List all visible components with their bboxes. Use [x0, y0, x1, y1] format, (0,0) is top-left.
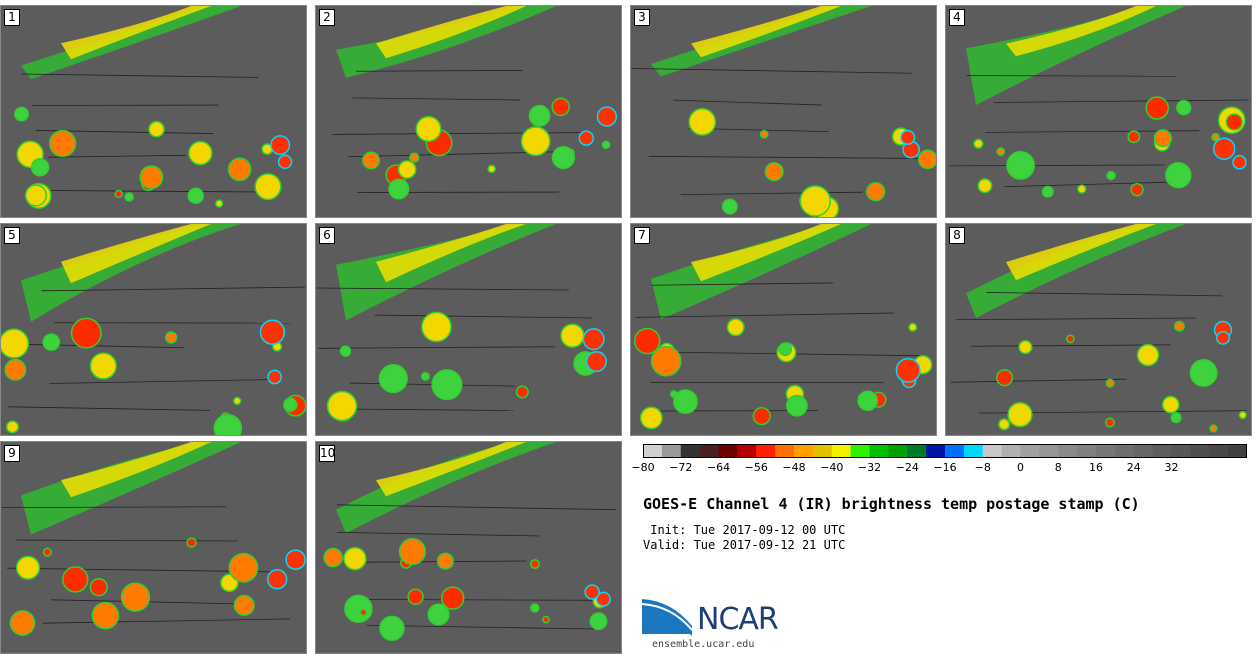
colorbar-segment [1172, 444, 1191, 458]
colorbar-segment [1039, 444, 1058, 458]
colorbar-segment [1077, 444, 1096, 458]
ir-map-image [316, 224, 621, 435]
satellite-panel: 7 [630, 223, 937, 436]
colorbar-segment [775, 444, 794, 458]
colorbar-segment [700, 444, 719, 458]
colorbar-segment [1002, 444, 1021, 458]
colorbar-segment [1021, 444, 1040, 458]
colorbar-segment [907, 444, 926, 458]
ir-map-image [1, 442, 306, 653]
ir-map-image [1, 6, 306, 217]
colorbar-segment [756, 444, 775, 458]
colorbar-tick-label: −48 [782, 461, 805, 474]
colorbar-segment [926, 444, 945, 458]
colorbar-segment [719, 444, 738, 458]
colorbar-segment [794, 444, 813, 458]
panel-number: 5 [4, 227, 20, 244]
panel-number: 9 [4, 445, 20, 462]
ir-map-image [316, 6, 621, 217]
ir-map-image [316, 442, 621, 653]
colorbar-tick-label: −56 [745, 461, 768, 474]
colorbar-segment [945, 444, 964, 458]
ir-map-image [1, 224, 306, 435]
colorbar-tick-label: 0 [1017, 461, 1024, 474]
colorbar-segment [737, 444, 756, 458]
page-title: GOES-E Channel 4 (IR) brightness temp po… [643, 495, 1140, 513]
panel-number: 4 [949, 9, 965, 26]
satellite-panel: 9 [0, 441, 307, 654]
colorbar-segment [1228, 444, 1247, 458]
ir-map-image [631, 224, 936, 435]
ncar-logo-text: NCAR [697, 602, 778, 637]
colorbar-segment [681, 444, 700, 458]
colorbar-tick-label: −64 [707, 461, 730, 474]
colorbar-segment [832, 444, 851, 458]
satellite-panel: 2 [315, 5, 622, 218]
satellite-panel: 5 [0, 223, 307, 436]
satellite-panel: 1 [0, 5, 307, 218]
colorbar-tick-label: 8 [1055, 461, 1062, 474]
logo-url: ensemble.ucar.edu [652, 639, 754, 650]
colorbar-segment [662, 444, 681, 458]
colorbar-tick-label: 16 [1089, 461, 1103, 474]
colorbar-segment [888, 444, 907, 458]
colorbar-tick-label: −8 [975, 461, 991, 474]
colorbar-tick-label: −72 [669, 461, 692, 474]
colorbar-tick-label: −40 [820, 461, 843, 474]
colorbar-segment [1096, 444, 1115, 458]
colorbar-segment [1134, 444, 1153, 458]
colorbar-segment [870, 444, 889, 458]
satellite-panel: 8 [945, 223, 1252, 436]
colorbar-tick-label: −24 [896, 461, 919, 474]
ir-map-image [946, 6, 1251, 217]
panel-number: 7 [634, 227, 650, 244]
ir-map-image [946, 224, 1251, 435]
satellite-panel: 6 [315, 223, 622, 436]
panel-number: 8 [949, 227, 965, 244]
colorbar-segment [1115, 444, 1134, 458]
colorbar-segment [813, 444, 832, 458]
colorbar-tick-label: −16 [933, 461, 956, 474]
colorbar-segment [851, 444, 870, 458]
temperature-colorbar [643, 444, 1247, 458]
colorbar-tick-label: 24 [1127, 461, 1141, 474]
panel-number: 1 [4, 9, 20, 26]
panel-number: 10 [319, 445, 335, 462]
colorbar-tick-label: −80 [631, 461, 654, 474]
colorbar-segment [1153, 444, 1172, 458]
init-time: Init: Tue 2017-09-12 00 UTC [643, 523, 845, 537]
colorbar-tick-label: 32 [1165, 461, 1179, 474]
colorbar-tick-label: −32 [858, 461, 881, 474]
colorbar-segment [643, 444, 662, 458]
satellite-panel: 3 [630, 5, 937, 218]
colorbar-segment [1209, 444, 1228, 458]
satellite-panel: 10 [315, 441, 622, 654]
ir-map-image [631, 6, 936, 217]
panel-number: 2 [319, 9, 335, 26]
satellite-panel: 4 [945, 5, 1252, 218]
colorbar-segment [983, 444, 1002, 458]
colorbar-segment [1058, 444, 1077, 458]
colorbar-segment [1190, 444, 1209, 458]
valid-time: Valid: Tue 2017-09-12 21 UTC [643, 538, 845, 552]
colorbar-segment [964, 444, 983, 458]
panel-number: 6 [319, 227, 335, 244]
panel-number: 3 [634, 9, 650, 26]
